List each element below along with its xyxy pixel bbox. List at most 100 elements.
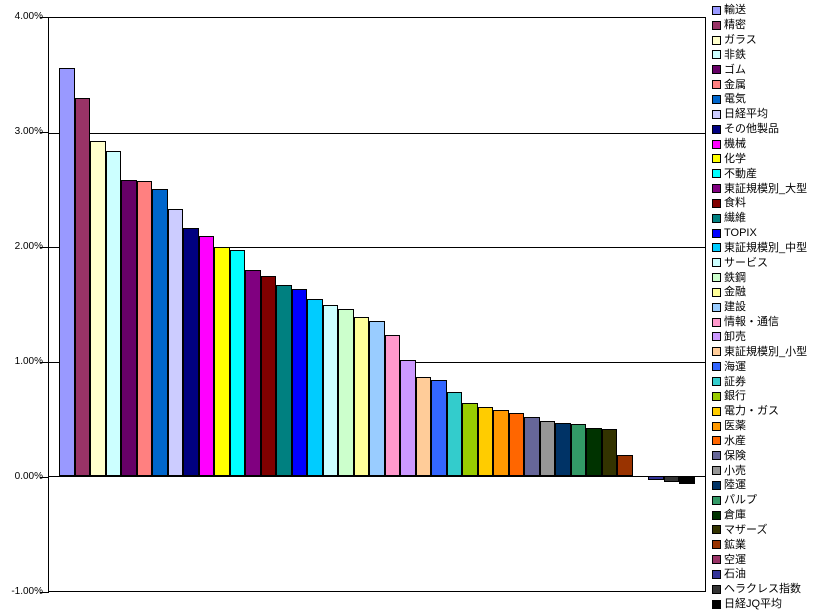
chart-bar[interactable] (431, 380, 447, 477)
chart-bar[interactable] (555, 422, 571, 477)
chart-bar[interactable] (462, 403, 478, 477)
y-axis-tick-label: 0.00% (14, 471, 43, 482)
chart-bar[interactable] (276, 285, 292, 477)
legend-item[interactable]: 金融 (712, 285, 832, 300)
chart-bar[interactable] (415, 376, 432, 477)
chart-bar[interactable] (245, 270, 261, 477)
legend-item[interactable]: 非鉄 (712, 48, 832, 63)
legend-item[interactable]: 機械 (712, 137, 832, 152)
chart-bar[interactable] (353, 317, 370, 477)
chart-bar[interactable] (291, 288, 308, 477)
legend-item[interactable]: 海運 (712, 359, 832, 374)
chart-bar[interactable] (508, 413, 525, 477)
chart-bar[interactable] (229, 249, 246, 477)
legend-item[interactable]: 医薬 (712, 419, 832, 434)
chart-bar[interactable] (152, 188, 168, 477)
y-axis-tick (40, 17, 49, 18)
legend-item[interactable]: 水産 (712, 433, 832, 448)
chart-bar[interactable] (214, 247, 230, 477)
y-axis-tick (40, 132, 49, 133)
legend-item[interactable]: 輸送 (712, 3, 832, 18)
chart-bar[interactable] (539, 421, 556, 477)
legend-swatch (712, 510, 721, 520)
legend-item[interactable]: 東証規模別_大型 (712, 181, 832, 196)
legend-label: サービス (724, 256, 768, 269)
legend-swatch (712, 154, 721, 164)
legend-item[interactable]: 鉄鋼 (712, 270, 832, 285)
legend-item[interactable]: 東証規模別_小型 (712, 344, 832, 359)
chart-bar[interactable] (59, 68, 75, 477)
legend-item[interactable]: 卸売 (712, 330, 832, 345)
chart-bar[interactable] (617, 454, 633, 477)
legend-item[interactable]: パルプ (712, 493, 832, 508)
legend-label: 保険 (724, 449, 746, 462)
legend-swatch (712, 109, 721, 119)
legend-item[interactable]: 繊維 (712, 211, 832, 226)
legend-item[interactable]: 食料 (712, 196, 832, 211)
chart-bar[interactable] (307, 298, 323, 477)
chart-bar[interactable] (322, 304, 339, 477)
chart-bar[interactable] (338, 309, 354, 477)
legend-item[interactable]: 銀行 (712, 389, 832, 404)
legend-item[interactable]: ゴム (712, 62, 832, 77)
chart-bar[interactable] (74, 98, 90, 477)
chart-bar[interactable] (90, 140, 106, 477)
legend-item[interactable]: ヘラクレス指数 (712, 582, 832, 597)
chart-bar[interactable] (384, 335, 401, 477)
legend-item[interactable]: 陸運 (712, 478, 832, 493)
chart-bar[interactable] (136, 180, 153, 477)
legend-item[interactable]: サービス (712, 255, 832, 270)
legend-swatch (712, 362, 721, 372)
legend-item[interactable]: 精密 (712, 18, 832, 33)
legend-item[interactable]: 証券 (712, 374, 832, 389)
chart-bar[interactable] (446, 391, 463, 477)
legend-label: パルプ (724, 494, 757, 507)
legend-item[interactable]: 建設 (712, 300, 832, 315)
legend-item[interactable]: 日経JQ平均 (712, 597, 832, 612)
chart-bar[interactable] (105, 150, 122, 477)
legend-item[interactable]: 倉庫 (712, 508, 832, 523)
y-axis-tick-label: 2.00% (14, 241, 43, 252)
chart-bar[interactable] (493, 409, 509, 477)
legend-swatch (712, 169, 721, 179)
legend-item[interactable]: マザーズ (712, 523, 832, 538)
legend-swatch (712, 213, 721, 223)
chart-bar[interactable] (167, 209, 184, 477)
legend-item[interactable]: 小売 (712, 463, 832, 478)
legend-item[interactable]: 鉱業 (712, 537, 832, 552)
legend-item[interactable]: 石油 (712, 567, 832, 582)
chart-bar[interactable] (679, 476, 695, 485)
chart-bar[interactable] (524, 416, 540, 477)
y-axis-tick-label: -1.00% (11, 586, 43, 597)
legend-swatch (712, 35, 721, 45)
legend-item[interactable]: 空運 (712, 552, 832, 567)
chart-bar[interactable] (601, 429, 618, 477)
legend-label: 卸売 (724, 330, 746, 343)
chart-bar[interactable] (586, 428, 602, 477)
legend-item[interactable]: ガラス (712, 33, 832, 48)
chart-bar[interactable] (570, 423, 587, 477)
chart-bar[interactable] (183, 227, 199, 477)
legend-label: 輸送 (724, 4, 746, 17)
legend-item[interactable]: 日経平均 (712, 107, 832, 122)
legend-swatch (712, 228, 721, 238)
legend-label: その他製品 (724, 123, 779, 136)
legend-item[interactable]: 電気 (712, 92, 832, 107)
legend-item[interactable]: 化学 (712, 151, 832, 166)
legend-item[interactable]: 電力・ガス (712, 404, 832, 419)
legend-item[interactable]: 不動産 (712, 166, 832, 181)
legend-item[interactable]: 金属 (712, 77, 832, 92)
legend-item[interactable]: 保険 (712, 448, 832, 463)
chart-bar[interactable] (369, 320, 385, 477)
chart-bar[interactable] (400, 359, 416, 477)
legend-item[interactable]: その他製品 (712, 122, 832, 137)
chart-bar[interactable] (477, 406, 494, 477)
chart-bar[interactable] (121, 179, 137, 477)
chart-bar[interactable] (198, 235, 215, 477)
chart-bar[interactable] (260, 275, 277, 477)
legend-item[interactable]: 情報・通信 (712, 315, 832, 330)
legend-item[interactable]: 東証規模別_中型 (712, 241, 832, 256)
gridline (49, 132, 705, 134)
legend-item[interactable]: TOPIX (712, 226, 832, 241)
legend-swatch (712, 584, 721, 594)
